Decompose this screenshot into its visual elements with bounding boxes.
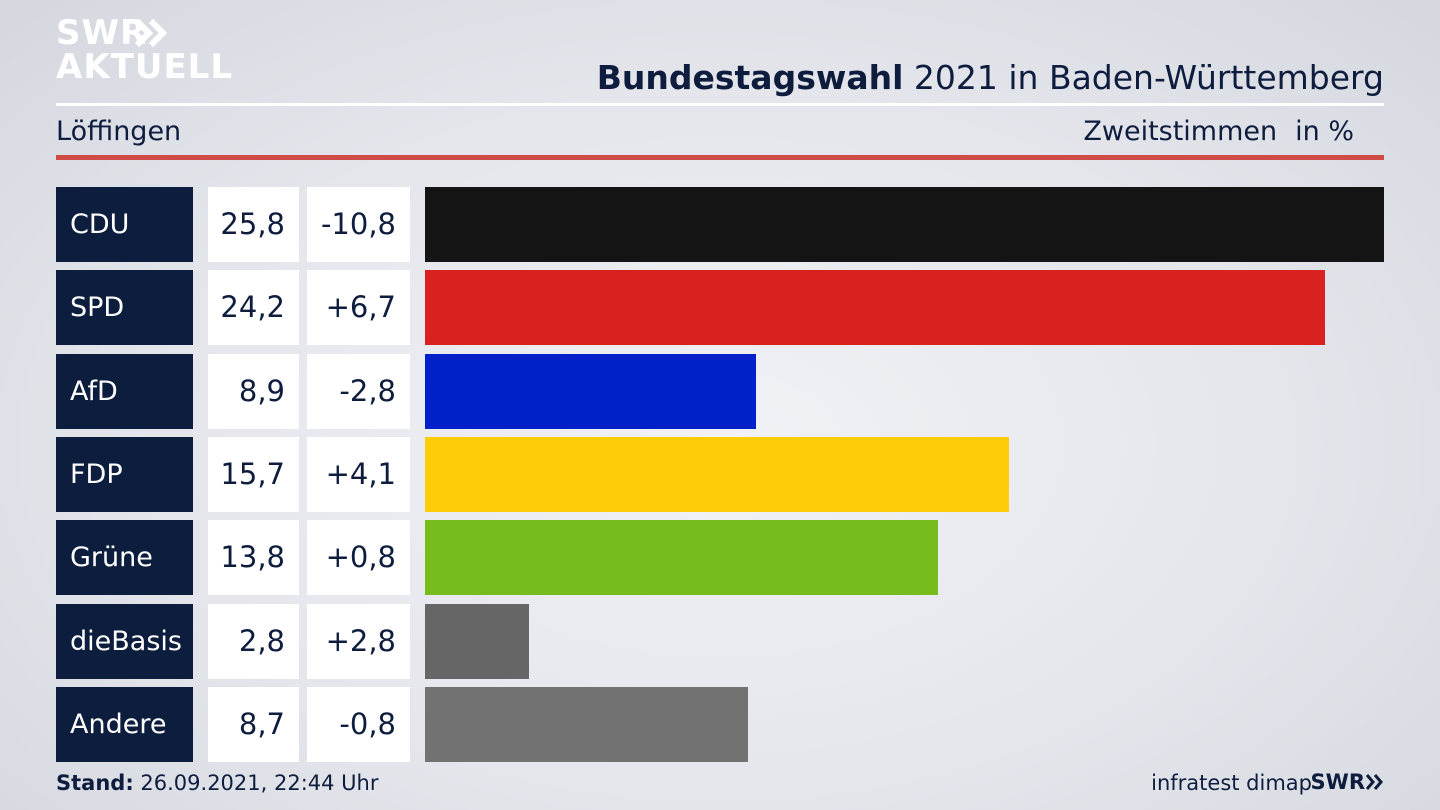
source-label: infratest dimap [1151,771,1312,795]
difference-label: +6,7 [307,270,410,346]
location-label: Löffingen [56,116,182,147]
page-title: Bundestagswahl 2021 in Baden-Württemberg [597,58,1384,97]
double-chevron-right-icon [134,18,168,48]
bar [425,270,1325,346]
category-label: SPD [56,270,193,346]
swr-footer-text: SWR [1310,770,1365,794]
stand-value: 26.09.2021, 22:44 Uhr [133,771,379,795]
value-label: 25,8 [208,187,299,262]
category-label: FDP [56,436,193,512]
chart-row: Grüne 13,8 +0,8 [56,520,1384,596]
bar [425,436,1009,512]
difference-label: -10,8 [307,187,410,262]
chart-row: AfD 8,9 -2,8 [56,353,1384,429]
difference-label: +0,8 [307,520,410,596]
header-divider [56,103,1384,106]
category-label: CDU [56,187,193,262]
chart-row: CDU 25,8 -10,8 [56,187,1384,262]
title-bold: Bundestagswahl [596,58,904,97]
value-label: 24,2 [208,270,299,346]
accent-rule [56,155,1384,160]
chart-row: SPD 24,2 +6,7 [56,270,1384,346]
bar [425,353,756,429]
bar [425,520,938,596]
footer-chevron-icon [1365,774,1383,790]
timestamp: Stand: 26.09.2021, 22:44 Uhr [56,771,379,795]
bar [425,603,529,679]
value-label: 8,9 [208,353,299,429]
stand-label: Stand: [56,771,134,795]
value-label: 13,8 [208,520,299,596]
chart-row: dieBasis 2,8 +2,8 [56,603,1384,679]
difference-label: -0,8 [307,686,410,762]
chart-row: Andere 8,7 -0,8 [56,686,1384,762]
value-label: 8,7 [208,686,299,762]
unit-label: in % [1295,116,1354,147]
category-label: Andere [56,686,193,762]
category-label: dieBasis [56,603,193,679]
title-rest: 2021 in Baden-Württemberg [903,58,1384,97]
logo-line-1: SWR [56,13,148,53]
metric-name: Zweitstimmen [1083,116,1278,147]
swr-aktuell-logo: SWR AKTUELL [56,13,234,92]
metric-label: Zweitstimmen in % [1083,116,1354,147]
swr-footer-logo: SWR [1311,770,1384,794]
value-label: 2,8 [208,603,299,679]
logo-line-2: AKTUELL [56,47,234,87]
value-label: 15,7 [208,436,299,512]
difference-label: +4,1 [307,436,410,512]
bar [425,686,748,762]
difference-label: +2,8 [307,603,410,679]
category-label: AfD [56,353,193,429]
category-label: Grüne [56,520,193,596]
difference-label: -2,8 [307,353,410,429]
chart-row: FDP 15,7 +4,1 [56,436,1384,512]
bar [425,187,1384,262]
